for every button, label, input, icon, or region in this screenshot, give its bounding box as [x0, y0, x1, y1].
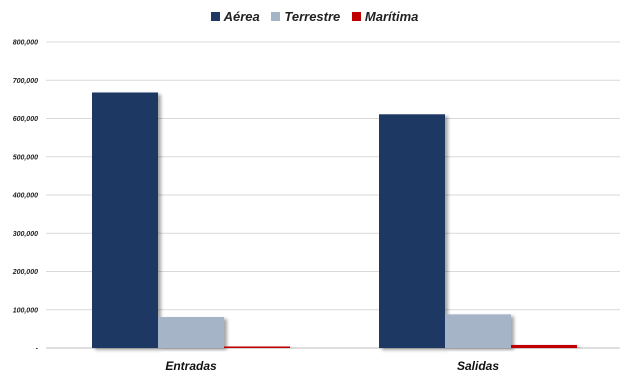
y-tick-label: 400,000	[12, 193, 38, 200]
legend: Aérea Terrestre Marítima	[0, 9, 629, 24]
y-tick-label: 800,000	[13, 40, 38, 47]
y-tick-label: 200,000	[12, 269, 38, 276]
legend-swatch-aerea	[211, 12, 220, 21]
y-tick-label: 300,000	[13, 231, 38, 238]
bar-aerea-entradas	[92, 92, 158, 348]
legend-item-terrestre: Terrestre	[271, 9, 340, 24]
y-tick-label: 700,000	[13, 78, 38, 85]
bar-aerea-salidas	[379, 114, 445, 348]
category-label-entradas: Entradas	[165, 359, 217, 373]
legend-label-terrestre: Terrestre	[284, 9, 340, 24]
bar-maritima-entradas	[224, 346, 290, 348]
category-label-salidas: Salidas	[457, 359, 499, 373]
y-tick-label: 500,000	[13, 154, 38, 161]
y-tick-label: 600,000	[13, 116, 38, 123]
legend-swatch-maritima	[352, 12, 361, 21]
bar-terrestre-entradas	[158, 317, 224, 348]
legend-item-maritima: Marítima	[352, 9, 418, 24]
y-tick-label: -	[36, 346, 39, 353]
legend-label-aerea: Aérea	[224, 9, 260, 24]
bar-maritima-salidas	[511, 345, 577, 348]
legend-swatch-terrestre	[271, 12, 280, 21]
legend-label-maritima: Marítima	[365, 9, 418, 24]
bar-terrestre-salidas	[445, 314, 511, 348]
y-tick-label: 100,000	[13, 307, 38, 314]
legend-item-aerea: Aérea	[211, 9, 260, 24]
